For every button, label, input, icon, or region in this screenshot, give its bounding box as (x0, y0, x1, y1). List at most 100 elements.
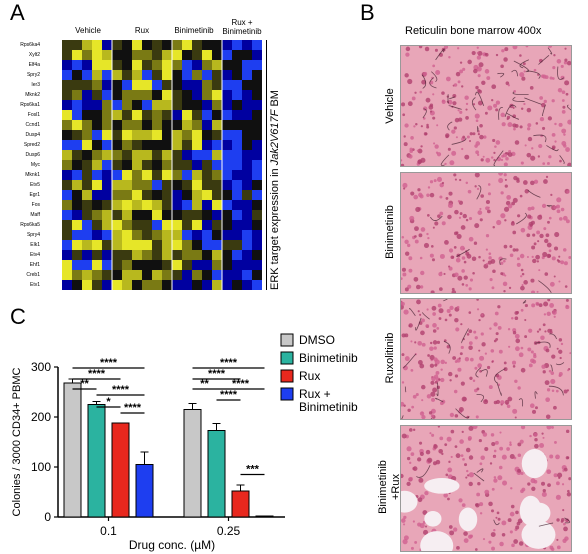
heatmap-cell (132, 150, 142, 160)
heatmap-cell (82, 210, 92, 220)
significance-label: **** (208, 368, 226, 380)
heatmap-cell (92, 180, 102, 190)
heatmap-cell (222, 250, 232, 260)
heatmap-cell (122, 60, 132, 70)
heatmap-cell (112, 190, 122, 200)
heatmap-cell (242, 130, 252, 140)
heatmap-cell (122, 250, 132, 260)
gene-label: Fosl1 (27, 112, 40, 118)
heatmap-cell (252, 50, 262, 60)
heatmap-cell (232, 40, 242, 50)
heatmap-cell (112, 100, 122, 110)
heatmap-cell (202, 100, 212, 110)
heatmap-cell (172, 230, 182, 240)
heatmap-cell (222, 50, 232, 60)
heatmap-cell (222, 170, 232, 180)
heatmap-cell (252, 210, 262, 220)
heatmap-cell (252, 220, 262, 230)
heatmap-cell (232, 50, 242, 60)
legend-swatch (280, 369, 294, 383)
heatmap-cell (82, 200, 92, 210)
heatmap-cell (232, 280, 242, 290)
heatmap-cell (252, 200, 262, 210)
heatmap-cell (212, 270, 222, 280)
heatmap-cell (212, 210, 222, 220)
heatmap-cell (232, 240, 242, 250)
gene-label: Ccnd1 (25, 122, 40, 128)
heatmap-cell (152, 180, 162, 190)
bar (111, 422, 130, 518)
heatmap-cell (232, 100, 242, 110)
heatmap-cell (72, 220, 82, 230)
heatmap-cell (182, 200, 192, 210)
heatmap-cell (112, 110, 122, 120)
legend-label: DMSO (299, 333, 335, 347)
heatmap-cell (182, 140, 192, 150)
heatmap-cell (162, 100, 172, 110)
heatmap-cell (222, 110, 232, 120)
heatmap-cell (122, 190, 132, 200)
heatmap-cell (202, 90, 212, 100)
heatmap-cell (132, 100, 142, 110)
heatmap-cell (212, 200, 222, 210)
y-axis-label: Colonies / 3000 CD34+ PBMC (11, 368, 23, 517)
heatmap-cell (172, 140, 182, 150)
x-axis-label: Drug conc. (µM) (129, 538, 215, 552)
heatmap-cell (132, 130, 142, 140)
heatmap-cell (72, 140, 82, 150)
heatmap-cell (162, 180, 172, 190)
legend-label: Rux + (299, 387, 331, 401)
gene-label: Xylt2 (28, 52, 40, 58)
heatmap-cell (62, 200, 72, 210)
heatmap-cell (112, 60, 122, 70)
significance-label: **** (220, 357, 238, 369)
heatmap-cell (182, 100, 192, 110)
heatmap-cell (82, 150, 92, 160)
heatmap-cell (232, 160, 242, 170)
panel-letter-c: C (10, 304, 26, 329)
heatmap-cell (242, 70, 252, 80)
gene-label: Rps6ka5 (20, 222, 40, 228)
heatmap-cell (142, 170, 152, 180)
heatmap-cell (242, 170, 252, 180)
heatmap-cell (252, 180, 262, 190)
heatmap-cell (72, 270, 82, 280)
heatmap-cell (182, 230, 192, 240)
heatmap-cell (182, 80, 192, 90)
heatmap-cell (202, 110, 212, 120)
heatmap-cell (212, 130, 222, 140)
heatmap-cell (92, 210, 102, 220)
heatmap-cell (182, 220, 192, 230)
heatmap-cell (232, 80, 242, 90)
heatmap-cell (172, 170, 182, 180)
heatmap-cell (212, 280, 222, 290)
gene-label: Dusp4 (25, 132, 40, 138)
heatmap-group-vehicle: Vehicle (75, 26, 101, 35)
significance-label: **** (100, 357, 118, 369)
heatmap-cell (202, 270, 212, 280)
heatmap-cell (162, 80, 172, 90)
heatmap-cell (142, 230, 152, 240)
heatmap-cell (152, 170, 162, 180)
heatmap-cell (162, 240, 172, 250)
heatmap-cell (112, 210, 122, 220)
heatmap-group-binimetinib: Binimetinib (174, 26, 214, 35)
heatmap-cell (72, 40, 82, 50)
heatmap-cell (232, 260, 242, 270)
heatmap-cell (162, 190, 172, 200)
heatmap-cell (172, 120, 182, 130)
gene-label: Ier3 (31, 82, 40, 88)
y-tick-label: 0 (44, 510, 51, 524)
heatmap-cell (62, 90, 72, 100)
heatmap-cell (172, 180, 182, 190)
heatmap-cell (82, 220, 92, 230)
heatmap-cell (162, 60, 172, 70)
heatmap-cell (152, 260, 162, 270)
heatmap-cell (192, 50, 202, 60)
heatmap-cell (212, 160, 222, 170)
heatmap-cell (182, 260, 192, 270)
heatmap-cell (82, 140, 92, 150)
heatmap-cell (222, 220, 232, 230)
heatmap-cell (82, 70, 92, 80)
heatmap-cell (72, 240, 82, 250)
